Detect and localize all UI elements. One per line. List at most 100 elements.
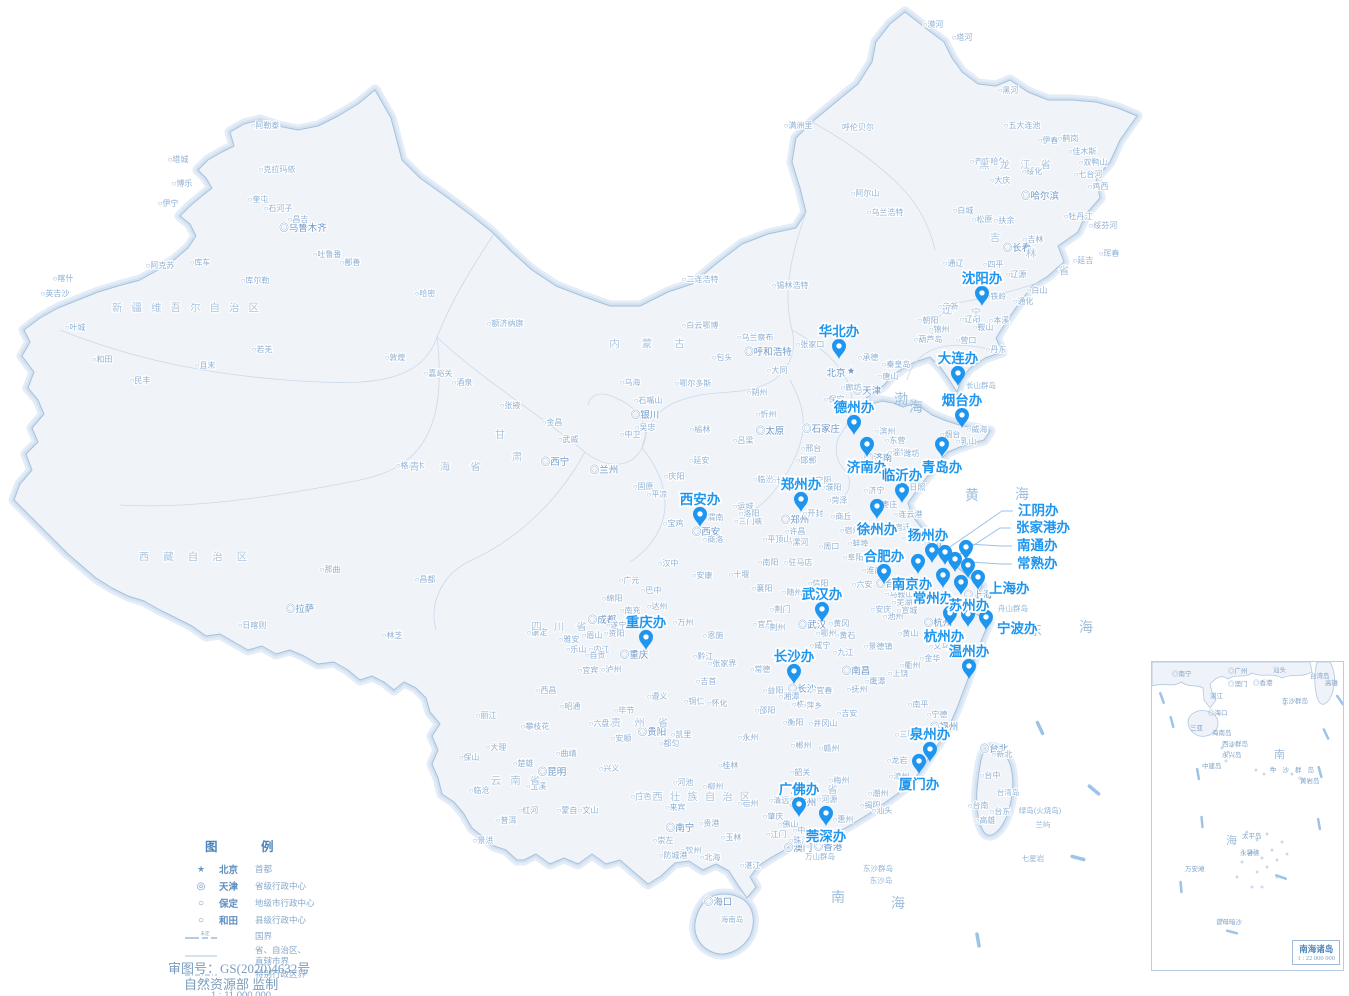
office-label: 临沂办 bbox=[882, 467, 923, 483]
city-label: ○兴义 bbox=[599, 764, 620, 773]
capital-label: ◎武汉 bbox=[798, 619, 827, 631]
province-borders bbox=[59, 121, 1041, 631]
inset-label: 台湾岛 bbox=[1310, 671, 1330, 680]
island-label: 海南岛 bbox=[721, 914, 744, 924]
inset-label: ◎澳门 bbox=[1228, 679, 1248, 688]
island-label: 绿岛(火烧岛) bbox=[1019, 805, 1062, 815]
office-label: 张家港办 bbox=[1016, 519, 1070, 535]
city-label: ○中卫 bbox=[620, 429, 641, 439]
office-label: 温州办 bbox=[949, 643, 990, 659]
city-label: ○珠海 bbox=[789, 835, 810, 845]
city-label: ○绥芬河 bbox=[1089, 220, 1118, 230]
city-label: ○二连浩特 bbox=[682, 274, 719, 284]
south-china-sea-inset: ◎南宁 ◎广州 汕头 台湾岛 高雄 ◎澳门 ◎香港 湛江 ◎海口 三亚 海南岛 东沙群岛 西沙群岛 永兴岛… bbox=[1151, 661, 1344, 971]
province-label: 贵州省 bbox=[611, 716, 682, 729]
city-label: ○扶余 bbox=[994, 215, 1015, 225]
city-label: ○黄冈 bbox=[829, 618, 850, 628]
office-label: 厦门办 bbox=[899, 776, 940, 792]
city-label: ○九江 bbox=[833, 648, 854, 657]
inset-dash-mark bbox=[1179, 880, 1183, 894]
city-label: ○文山 bbox=[578, 805, 599, 815]
city-label: ○雅安 bbox=[559, 634, 580, 644]
island-label: 万山群岛 bbox=[805, 851, 835, 861]
legend-row: ○ 和田 县级行政中心 bbox=[183, 913, 353, 928]
city-label: ○伊宁 bbox=[158, 198, 179, 208]
city-label: ○敦煌 bbox=[385, 352, 406, 362]
capital-label: ◎兰州 bbox=[590, 464, 619, 476]
city-label: ○鹤岗 bbox=[1058, 133, 1079, 143]
inset-hainan bbox=[1187, 710, 1219, 737]
inset-label: 湛江 bbox=[1210, 692, 1224, 700]
capital-label: ◎济南 bbox=[864, 452, 893, 464]
inset-label: ◎香港 bbox=[1253, 678, 1273, 687]
city-label: ○白山 bbox=[1027, 285, 1048, 295]
inset-label: 永兴岛 bbox=[1222, 750, 1242, 759]
inset-dash-mark bbox=[1195, 767, 1201, 781]
legend-desc: 地级市行政中心 bbox=[255, 897, 315, 908]
city-label: ○潮州 bbox=[868, 788, 889, 798]
legend-name: 北京 bbox=[219, 865, 239, 876]
inset-label: 曾母暗沙 bbox=[1216, 917, 1243, 926]
callout-line bbox=[946, 510, 1013, 550]
office-label: 合肥办 bbox=[864, 548, 905, 564]
inset-scale-box: 南海诸岛 1 : 22 000 000 bbox=[1292, 940, 1340, 965]
capital-label: ◎海口 bbox=[704, 896, 733, 908]
sea-label: 海 bbox=[1015, 486, 1029, 502]
city-label: ○漠河 bbox=[923, 19, 944, 29]
city-label: ○安阳 bbox=[811, 475, 832, 485]
city-label: ○渭南 bbox=[703, 512, 724, 522]
city-label: ○台南 bbox=[968, 800, 989, 810]
city-label: ○惠州 bbox=[833, 814, 854, 824]
office-label: 江阴办 bbox=[1018, 502, 1059, 518]
office-label: 烟台办 bbox=[942, 392, 983, 408]
office-label: 杭州办 bbox=[924, 628, 965, 644]
city-label: ○肇庆 bbox=[763, 811, 784, 821]
city-label: ○广元 bbox=[619, 575, 640, 585]
city-label: ○洛阳 bbox=[739, 508, 760, 518]
inset-label: 三亚 bbox=[1190, 724, 1204, 732]
city-label: ○信阳 bbox=[808, 578, 829, 588]
city-label: ○威海 bbox=[967, 424, 988, 434]
capital-label: ◎台北 bbox=[980, 743, 1009, 755]
capital-label: ◎郑州 bbox=[781, 514, 810, 526]
city-label: ○景德镇 bbox=[864, 641, 893, 651]
city-label: ○凯里 bbox=[671, 729, 692, 739]
city-label: ○潍坊 bbox=[899, 448, 920, 458]
city-label: ○南充 bbox=[620, 605, 641, 615]
city-label: ○台州 bbox=[965, 648, 986, 658]
inset-title: 南海诸岛 bbox=[1299, 944, 1334, 954]
city-label: ○大理 bbox=[486, 742, 507, 752]
city-label: ○赣州 bbox=[819, 743, 840, 753]
office-label: 泉州办 bbox=[910, 726, 951, 742]
city-label: ○珲春 bbox=[1099, 248, 1120, 258]
capital-label: ◎银川 bbox=[631, 409, 660, 421]
city-label: ○库车 bbox=[190, 257, 211, 267]
city-label: ○滨州 bbox=[875, 426, 896, 436]
city-label: ○七台河 bbox=[1074, 169, 1103, 179]
capital-label: ◎拉萨 bbox=[286, 603, 315, 615]
city-label: ○昌吉 bbox=[288, 215, 309, 224]
city-label: ○鄂州 bbox=[816, 629, 837, 638]
province-label: 云南省 bbox=[491, 774, 550, 787]
city-label: ○连云港 bbox=[894, 509, 923, 519]
capital-label: ◎香港 bbox=[814, 841, 843, 853]
city-label: ○益阳 bbox=[763, 685, 784, 695]
city-label: ○马鞍山 bbox=[885, 589, 914, 599]
office-label: 苏州办 bbox=[949, 597, 990, 613]
city-label: ○荆州 bbox=[765, 622, 786, 632]
capital-label: ◎长春 bbox=[1003, 242, 1032, 254]
city-label: ○阿克苏 bbox=[146, 260, 175, 270]
city-label: ○若羌 bbox=[252, 344, 273, 354]
city-label: ○衡阳 bbox=[783, 717, 804, 727]
city-label: ○万州 bbox=[673, 618, 694, 627]
city-label: ○攀枝花 bbox=[521, 721, 550, 731]
city-label: ○清远 bbox=[769, 795, 790, 805]
city-label: ○安康 bbox=[692, 570, 713, 580]
city-label: ○玉溪 bbox=[526, 781, 547, 791]
legend-desc: 特别行政区界 bbox=[255, 969, 307, 980]
city-label: ○朔州 bbox=[747, 387, 768, 397]
city-label: ○金昌 bbox=[542, 417, 563, 427]
city-label: ○鞍山 bbox=[973, 322, 994, 332]
city-label: ○安顺 bbox=[611, 733, 632, 743]
